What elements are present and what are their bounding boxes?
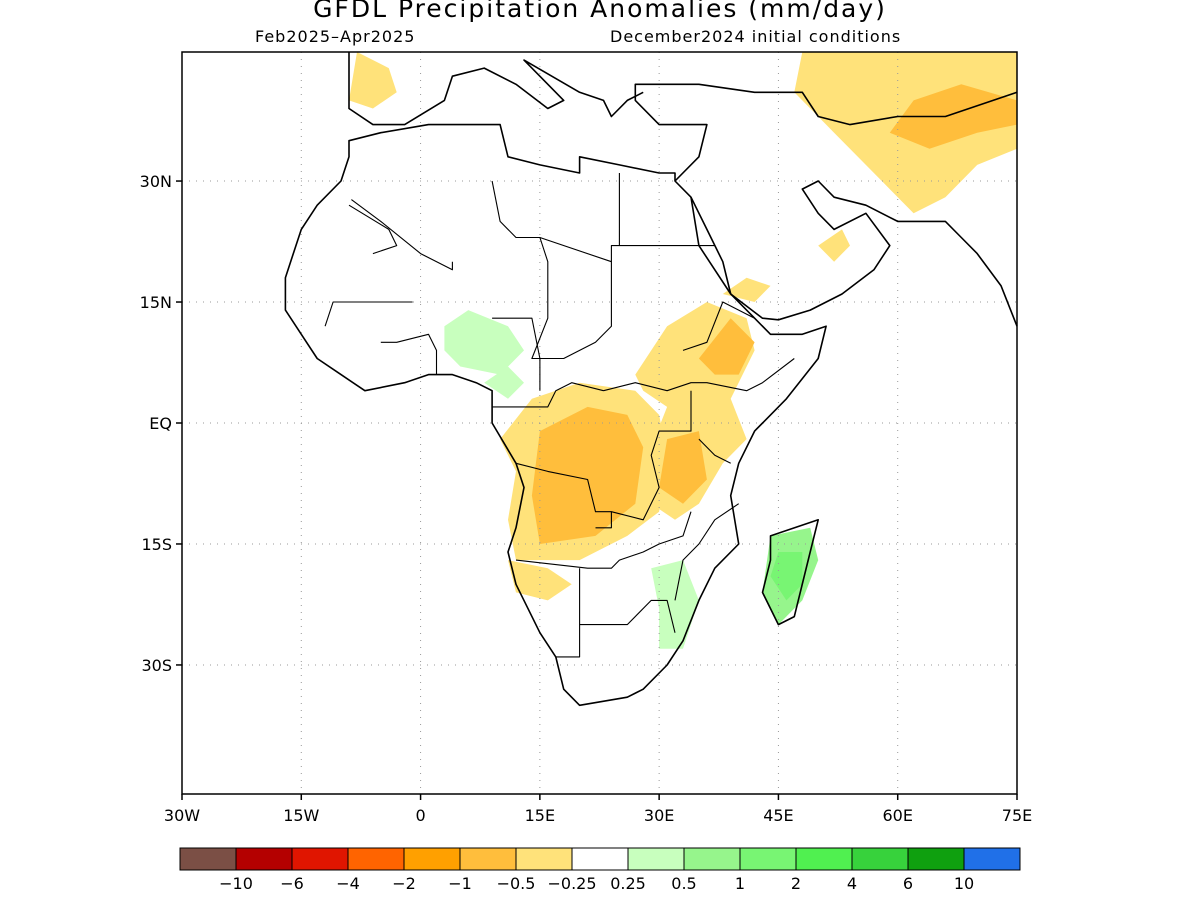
- longitude-axis: 30W 15W 0 15E 30E 45E 60E 75E: [164, 794, 1032, 825]
- legend-label: −1: [448, 874, 472, 893]
- ethiopia-dry-core-patch: [698, 318, 755, 375]
- country-border: [492, 317, 541, 391]
- legend-swatch: [571, 847, 629, 871]
- legend-label: −0.5: [497, 874, 536, 893]
- lon-tick-label: 75E: [1002, 806, 1032, 825]
- east-west-africa-wet-patch: [484, 366, 524, 399]
- angola-southern-dry-patch: [508, 560, 572, 601]
- legend-swatch: [235, 847, 293, 871]
- madagascar-wet-core-patch: [770, 552, 803, 601]
- lat-tick-label: EQ: [149, 414, 172, 433]
- country-border: [491, 173, 620, 263]
- legend-label: 0.25: [610, 874, 646, 893]
- lon-tick-label: 15W: [283, 806, 319, 825]
- legend-label: 2: [791, 874, 801, 893]
- lat-tick-label: 15N: [140, 293, 172, 312]
- country-border: [674, 503, 740, 601]
- madagascar-coastline: [761, 518, 820, 626]
- initial-conditions: December2024 initial conditions: [610, 27, 902, 46]
- country-border: [380, 333, 438, 375]
- lon-tick-label: 30E: [644, 806, 674, 825]
- latitude-axis: 30N 15N EQ 15S 30S: [140, 172, 182, 675]
- lon-tick-label: 15E: [525, 806, 555, 825]
- coastlines-borders: [284, 52, 1018, 707]
- country-border: [531, 237, 612, 360]
- lon-tick-label: 0: [415, 806, 425, 825]
- country-border: [595, 511, 612, 529]
- anomaly-fill-layer: [349, 52, 1017, 649]
- chart-title: GFDL Precipitation Anomalies (mm/day): [313, 0, 887, 23]
- country-border: [351, 199, 453, 271]
- country-border: [698, 438, 731, 464]
- legend-label: −6: [280, 874, 304, 893]
- west-africa-wet-patch: [444, 310, 524, 375]
- country-border: [555, 624, 581, 658]
- legend-label: 10: [954, 874, 974, 893]
- legend-swatch: [403, 847, 461, 871]
- legend-swatch: [907, 847, 965, 871]
- legend-label: −10: [219, 874, 253, 893]
- legend-label: 1: [735, 874, 745, 893]
- lat-tick-label: 30S: [141, 656, 172, 675]
- legend-swatch: [291, 847, 349, 871]
- legend-swatch: [347, 847, 405, 871]
- lat-lon-grid: [182, 52, 1017, 794]
- forecast-period: Feb2025–Apr2025: [255, 27, 416, 46]
- lon-tick-label: 30W: [164, 806, 200, 825]
- legend-label: −4: [336, 874, 360, 893]
- country-border: [659, 390, 692, 432]
- africa-coastline: [284, 123, 827, 707]
- color-legend: −10 −6 −4 −2 −1 −0.5 −0.25 0.25 0.5 1 2 4 6 10: [179, 847, 1021, 893]
- lon-tick-label: 45E: [763, 806, 793, 825]
- legend-swatch: [683, 847, 741, 871]
- north-africa-dry-patch: [349, 52, 397, 109]
- yemen-dry-patch: [722, 277, 771, 302]
- legend-swatch: [515, 847, 573, 871]
- legend-swatch: [739, 847, 797, 871]
- country-border: [515, 511, 692, 569]
- country-border: [492, 382, 604, 408]
- se-africa-wet-patch: [651, 560, 699, 649]
- country-border: [348, 204, 398, 255]
- legend-swatch: [459, 847, 517, 871]
- country-border: [324, 301, 413, 327]
- legend-label: 6: [903, 874, 913, 893]
- legend-label: 4: [847, 874, 857, 893]
- country-border: [682, 301, 755, 351]
- middle-east-coastline: [634, 83, 1018, 182]
- lon-tick-label: 60E: [882, 806, 912, 825]
- central-africa-dry-core-patch: [531, 406, 644, 544]
- arabia-dry-patch: [818, 229, 850, 262]
- country-border: [603, 358, 795, 392]
- legend-swatch: [963, 847, 1021, 871]
- lat-tick-label: 15S: [141, 535, 172, 554]
- legend-swatch: [851, 847, 909, 871]
- lat-tick-label: 30N: [140, 172, 172, 191]
- legend-label: −2: [392, 874, 416, 893]
- legend-swatch: [795, 847, 853, 871]
- legend-label: 0.5: [671, 874, 696, 893]
- europe-coastline: [348, 52, 644, 126]
- east-africa-dry-core-patch: [659, 431, 707, 504]
- legend-swatch: [179, 847, 237, 871]
- country-border: [579, 568, 676, 633]
- iran-dry-core-patch: [889, 84, 1017, 149]
- arabia-coastline: [690, 180, 1018, 327]
- legend-label: −0.25: [547, 874, 596, 893]
- legend-swatch: [627, 847, 685, 871]
